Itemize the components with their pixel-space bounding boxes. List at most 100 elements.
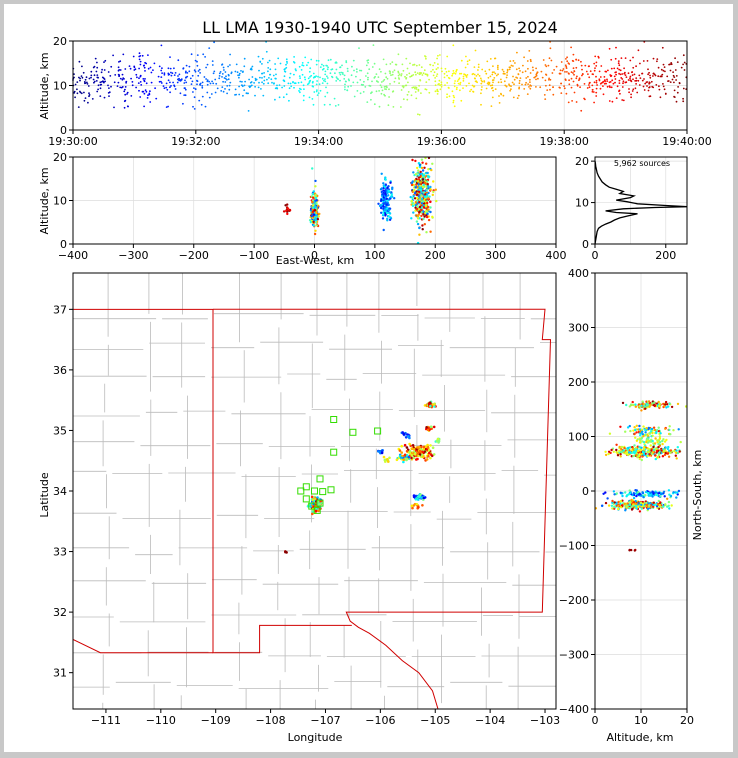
th-source-point: [274, 98, 276, 101]
th-source-point: [504, 73, 506, 75]
th-source-point: [261, 77, 263, 79]
th-source-point: [378, 105, 381, 108]
th-source-point: [632, 78, 634, 81]
th-source-point: [552, 86, 554, 89]
th-source-point: [101, 76, 104, 79]
th-source-point: [235, 63, 238, 66]
ns-source-point: [641, 400, 644, 403]
ns-source-point: [658, 441, 662, 444]
th-source-point: [567, 62, 570, 64]
th-source-point: [462, 80, 465, 82]
th-source-point: [657, 75, 660, 78]
th-source-point: [145, 90, 148, 93]
th-source-point: [485, 87, 488, 90]
ew-source-point: [310, 215, 313, 218]
ns-source-point: [676, 493, 679, 496]
ns-source-point: [653, 404, 657, 407]
th-source-point: [425, 57, 427, 60]
th-source-point: [448, 87, 450, 89]
th-source-point: [152, 69, 154, 71]
th-source-point: [564, 71, 566, 73]
ew-source-point: [393, 197, 396, 200]
th-source-point: [199, 83, 201, 86]
ew-source-point: [384, 183, 387, 186]
ns-source-point: [618, 449, 621, 453]
ns-source-point: [648, 504, 651, 507]
th-source-point: [568, 73, 570, 75]
th-source-point: [392, 71, 394, 73]
th-source-point: [438, 83, 440, 85]
ew-xtick-label: 300: [485, 249, 506, 262]
th-source-point: [623, 67, 625, 70]
th-ylabel: Altitude, km: [38, 52, 51, 119]
th-source-point: [453, 85, 456, 88]
th-source-point: [443, 72, 446, 75]
ns-source-point: [624, 491, 627, 494]
ns-source-point: [640, 428, 644, 431]
ns-source-point: [619, 453, 622, 456]
th-source-point: [682, 97, 684, 100]
th-source-point: [674, 69, 677, 71]
th-source-point: [351, 65, 353, 68]
ns-source-point: [623, 502, 626, 505]
state-border: [212, 309, 352, 654]
th-source-point: [283, 85, 286, 87]
th-source-point: [356, 71, 358, 73]
ew-source-point: [420, 197, 424, 200]
th-source-point: [243, 65, 246, 68]
th-source-point: [609, 74, 612, 76]
th-source-point: [561, 69, 564, 72]
th-source-point: [113, 81, 116, 84]
th-source-point: [194, 70, 197, 73]
th-source-point: [669, 63, 671, 66]
ns-source-point: [640, 436, 644, 439]
plan-xtick-label: −103: [530, 714, 560, 727]
ns-source-point: [652, 445, 655, 449]
ew-source-point: [421, 224, 424, 227]
th-source-point: [224, 88, 226, 90]
th-source-point: [130, 95, 133, 97]
ew-source-point: [380, 206, 383, 210]
ns-source-point: [669, 449, 673, 452]
plan-source-point: [401, 431, 405, 434]
hist-profile-line: [594, 160, 688, 245]
th-source-point: [269, 68, 272, 71]
th-source-point: [319, 66, 322, 68]
th-source-point: [589, 81, 591, 84]
ew-xtick-label: 400: [546, 249, 567, 262]
th-source-point: [325, 86, 327, 89]
plan-xtick-label: −110: [146, 714, 176, 727]
th-source-point: [309, 79, 312, 82]
ns-source-point: [658, 435, 662, 438]
ns-source-point: [646, 403, 650, 406]
th-source-point: [609, 81, 612, 83]
th-source-point: [139, 96, 142, 98]
th-source-point: [173, 84, 176, 87]
ns-ytick-label: −100: [559, 540, 589, 553]
ns-source-point: [632, 503, 635, 506]
ew-source-point: [380, 172, 383, 175]
th-source-point: [452, 101, 455, 104]
th-source-point: [621, 99, 624, 101]
th-source-point: [74, 96, 76, 99]
th-source-point: [191, 80, 194, 83]
th-source-point: [178, 73, 181, 76]
th-source-point: [436, 57, 438, 60]
ew-source-point: [315, 224, 318, 227]
ns-source-point: [647, 448, 650, 451]
th-source-point: [103, 96, 106, 99]
ns-source-point: [619, 425, 622, 428]
th-source-point: [603, 76, 606, 78]
th-source-point: [587, 73, 589, 75]
ns-source-point: [644, 407, 647, 410]
ew-source-point: [312, 224, 315, 227]
th-source-point: [229, 53, 232, 56]
th-source-point: [302, 64, 305, 67]
th-source-point: [196, 79, 198, 82]
th-source-point: [412, 74, 415, 76]
th-source-point: [154, 87, 157, 90]
ns-source-point: [632, 492, 635, 495]
th-source-point: [302, 84, 305, 87]
th-source-point: [308, 81, 311, 83]
ew-source-point: [426, 171, 429, 175]
